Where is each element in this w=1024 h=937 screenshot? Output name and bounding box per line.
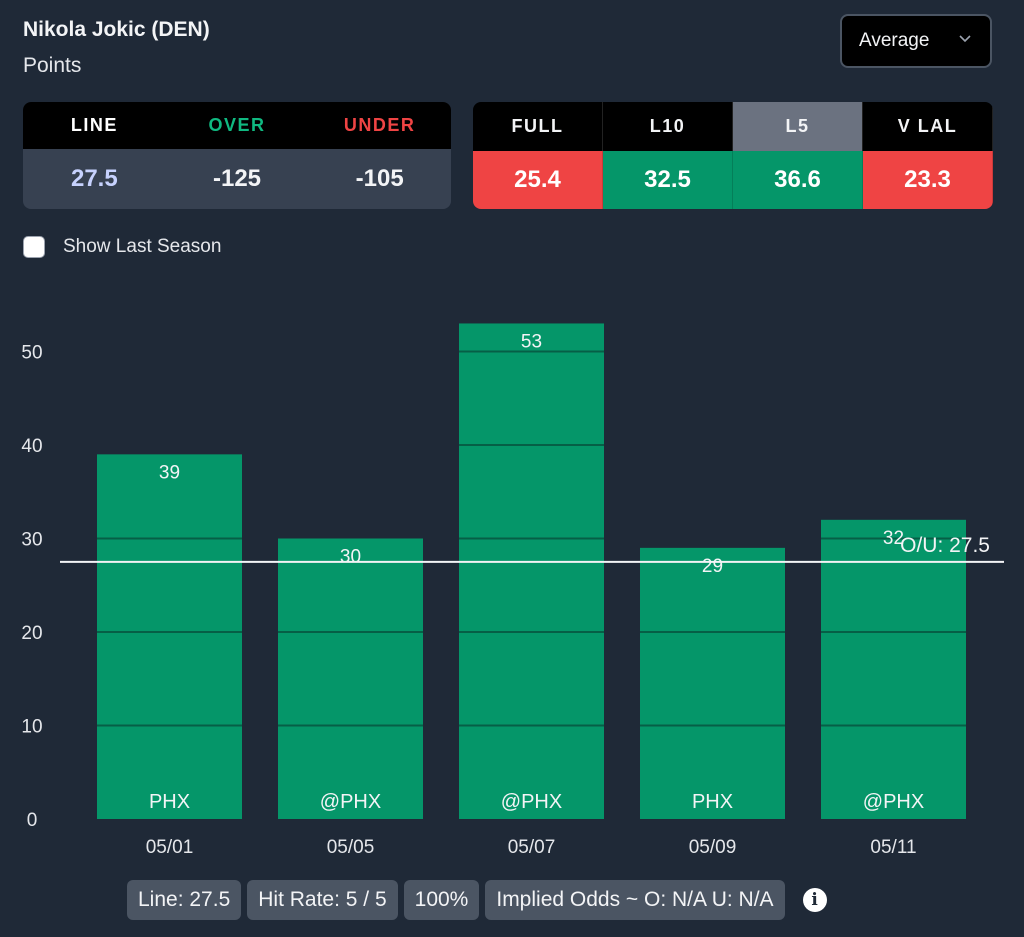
odds-table: LINE OVER UNDER 27.5 -125 -105 <box>23 102 451 209</box>
show-last-season-toggle[interactable]: Show Last Season <box>23 236 221 258</box>
hit-percent-pill: 100% <box>403 880 480 920</box>
opponent-label: PHX <box>692 791 733 813</box>
split-value-vs-lal: 23.3 <box>863 151 993 209</box>
split-tab-vs-lal[interactable]: V LAL <box>863 102 993 151</box>
implied-odds-pill: Implied Odds ~ O: N/A U: N/A <box>485 880 785 920</box>
split-tab-l10[interactable]: L10 <box>603 102 733 151</box>
odds-under-value: -105 <box>355 165 404 192</box>
stat-type: Points <box>23 54 82 77</box>
over-under-label: O/U: 27.5 <box>900 534 990 557</box>
odds-header-line: LINE <box>70 115 118 135</box>
bar <box>97 454 242 819</box>
bar-value-label: 53 <box>521 331 542 352</box>
x-tick-label: 05/01 <box>146 837 194 858</box>
odds-header-over: OVER <box>208 115 266 135</box>
bar <box>278 538 423 819</box>
bar <box>459 323 604 819</box>
split-tab-full[interactable]: FULL <box>473 102 603 151</box>
y-tick-label: 40 <box>21 436 42 457</box>
y-tick-label: 20 <box>21 623 42 644</box>
odds-header-row: LINE OVER UNDER <box>23 102 451 149</box>
y-tick-label: 50 <box>21 343 42 364</box>
x-tick-label: 05/11 <box>870 837 916 858</box>
opponent-label: PHX <box>149 791 190 813</box>
opponent-label: @PHX <box>320 791 381 813</box>
chevron-down-icon <box>959 35 971 43</box>
odds-line-value: 27.5 <box>70 165 118 192</box>
opponent-label: @PHX <box>863 791 924 813</box>
bar <box>640 547 785 819</box>
bar-value-label: 32 <box>883 528 904 549</box>
x-tick-label: 05/09 <box>689 837 737 858</box>
summary-footer: Line: 27.5 Hit Rate: 5 / 5 100% Implied … <box>127 880 827 920</box>
split-value-l5: 36.6 <box>733 151 863 209</box>
opponent-label: @PHX <box>501 791 562 813</box>
x-tick-label: 05/05 <box>327 837 375 858</box>
odds-header-under: UNDER <box>343 115 416 135</box>
points-bar-chart: 0 10 20 30 40 50 39 PHX 05/01 30 @PHX 05/05 53 @PHX 05… <box>21 323 1004 858</box>
player-name: Nikola Jokic (DEN) <box>23 18 210 41</box>
splits-header-row: FULL L10 L5 V LAL <box>473 102 993 151</box>
bar-value-label: 39 <box>159 462 180 483</box>
odds-over-value: -125 <box>212 165 262 192</box>
line-pill: Line: 27.5 <box>127 880 242 920</box>
splits-value-row: 25.4 32.5 36.6 23.3 <box>473 151 993 209</box>
splits-table: FULL L10 L5 V LAL 25.4 32.5 36.6 23.3 <box>473 102 993 209</box>
x-tick-label: 05/07 <box>508 837 556 858</box>
bar-value-label: 30 <box>340 547 361 568</box>
hit-rate-pill: Hit Rate: 5 / 5 <box>247 880 398 920</box>
y-tick-label: 10 <box>21 717 42 738</box>
split-value-full: 25.4 <box>473 151 603 209</box>
split-tab-l5[interactable]: L5 <box>733 102 863 151</box>
odds-value-row: 27.5 -125 -105 <box>23 149 451 209</box>
y-tick-label: 30 <box>21 530 42 551</box>
y-tick-label: 0 <box>27 810 38 831</box>
split-value-l10: 32.5 <box>603 151 733 209</box>
bar-value-label: 29 <box>702 556 723 577</box>
info-icon[interactable]: i <box>802 888 827 912</box>
bar <box>821 519 966 819</box>
show-last-season-checkbox[interactable] <box>23 236 45 258</box>
aggregate-dropdown[interactable]: Average <box>840 14 992 68</box>
show-last-season-label: Show Last Season <box>63 236 222 257</box>
dropdown-value: Average <box>859 30 930 51</box>
